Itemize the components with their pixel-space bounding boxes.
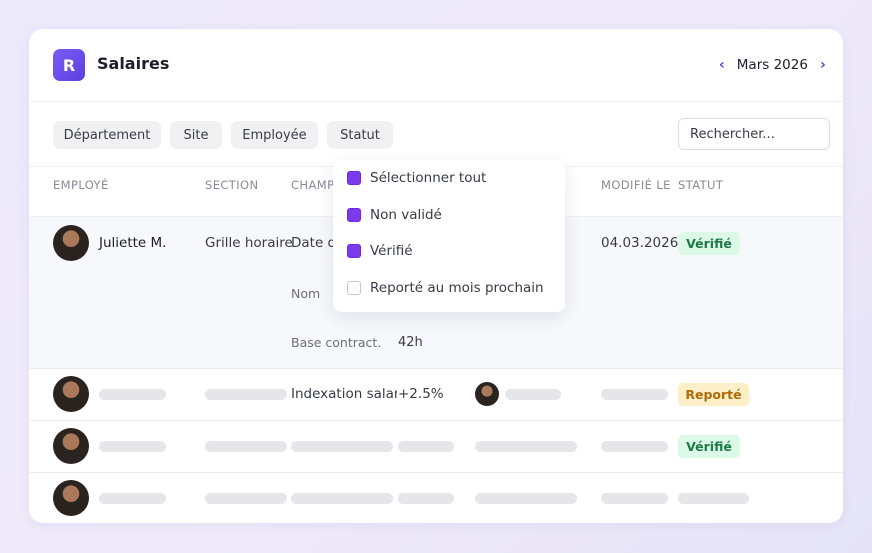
- column-header: MODIFIÉ LE: [601, 178, 671, 192]
- divider: [29, 420, 843, 421]
- option-label: Reporté au mois prochain: [370, 279, 544, 296]
- skeleton: [678, 493, 749, 504]
- filter-chip[interactable]: Département: [53, 121, 161, 149]
- divider: [29, 368, 843, 369]
- status-badge: Vérifié: [678, 232, 740, 255]
- logo: R: [53, 49, 85, 81]
- checkbox[interactable]: [347, 244, 361, 258]
- skeleton: [398, 441, 454, 452]
- column-header: SECTION: [205, 178, 259, 192]
- skeleton: [99, 493, 166, 504]
- field: Indexation salariale: [291, 386, 397, 402]
- skeleton: [398, 493, 454, 504]
- dropdown-option[interactable]: Vérifié: [347, 241, 413, 261]
- option-label: Non validé: [370, 206, 442, 223]
- column-header: STATUT: [678, 178, 724, 192]
- search-input[interactable]: Rechercher...: [678, 118, 830, 150]
- status-badge: Vérifié: [678, 435, 740, 458]
- checkbox[interactable]: [347, 280, 361, 295]
- month-nav: ‹ Mars 2026 ›: [719, 57, 826, 73]
- detail-label: Base contract.: [291, 335, 382, 350]
- option-label: Vérifié: [370, 243, 413, 259]
- checkbox[interactable]: [347, 171, 361, 185]
- skeleton: [205, 389, 287, 400]
- skeleton: [505, 389, 561, 400]
- skeleton: [291, 441, 393, 452]
- column-header: CHAMP: [291, 178, 335, 192]
- skeleton: [205, 441, 287, 452]
- modified-date: 04.03.2026: [601, 235, 679, 251]
- employee-name: Juliette M.: [99, 235, 167, 251]
- card: R Salaires ‹ Mars 2026 › Département Sit…: [29, 29, 843, 523]
- status-dropdown: Sélectionner tout Non validé Vérifié Report…: [333, 160, 565, 312]
- option-label: Sélectionner tout: [370, 170, 487, 186]
- value: +2.5%: [398, 386, 444, 402]
- filter-chip[interactable]: Employée: [231, 121, 318, 149]
- filter-chip[interactable]: Site: [170, 121, 222, 149]
- skeleton: [291, 493, 393, 504]
- dropdown-option[interactable]: Non validé: [347, 205, 442, 225]
- divider: [29, 101, 843, 102]
- skeleton: [475, 493, 577, 504]
- detail-label: Nom: [291, 286, 321, 301]
- avatar: [53, 225, 89, 261]
- skeleton: [99, 389, 166, 400]
- filter-chip[interactable]: Statut: [327, 121, 393, 149]
- section: Grille horaire: [205, 235, 293, 251]
- dropdown-option[interactable]: Reporté au mois prochain: [347, 278, 544, 298]
- prev-month[interactable]: ‹: [719, 57, 725, 73]
- month: Mars 2026: [736, 57, 808, 73]
- skeleton: [601, 441, 668, 452]
- status-badge: Reporté: [678, 383, 749, 406]
- dropdown-option[interactable]: Sélectionner tout: [347, 168, 486, 188]
- page-title: Salaires: [97, 54, 170, 73]
- skeleton: [205, 493, 287, 504]
- skeleton: [601, 389, 668, 400]
- column-header: EMPLOYÉ: [53, 178, 109, 192]
- next-month[interactable]: ›: [819, 57, 826, 73]
- avatar: [53, 480, 89, 516]
- avatar: [475, 382, 499, 406]
- avatar: [53, 376, 89, 412]
- skeleton: [475, 441, 577, 452]
- skeleton: [601, 493, 668, 504]
- detail-value: 42h: [398, 335, 423, 350]
- checkbox[interactable]: [347, 207, 361, 222]
- divider: [29, 472, 843, 473]
- skeleton: [99, 441, 166, 452]
- avatar: [53, 428, 89, 464]
